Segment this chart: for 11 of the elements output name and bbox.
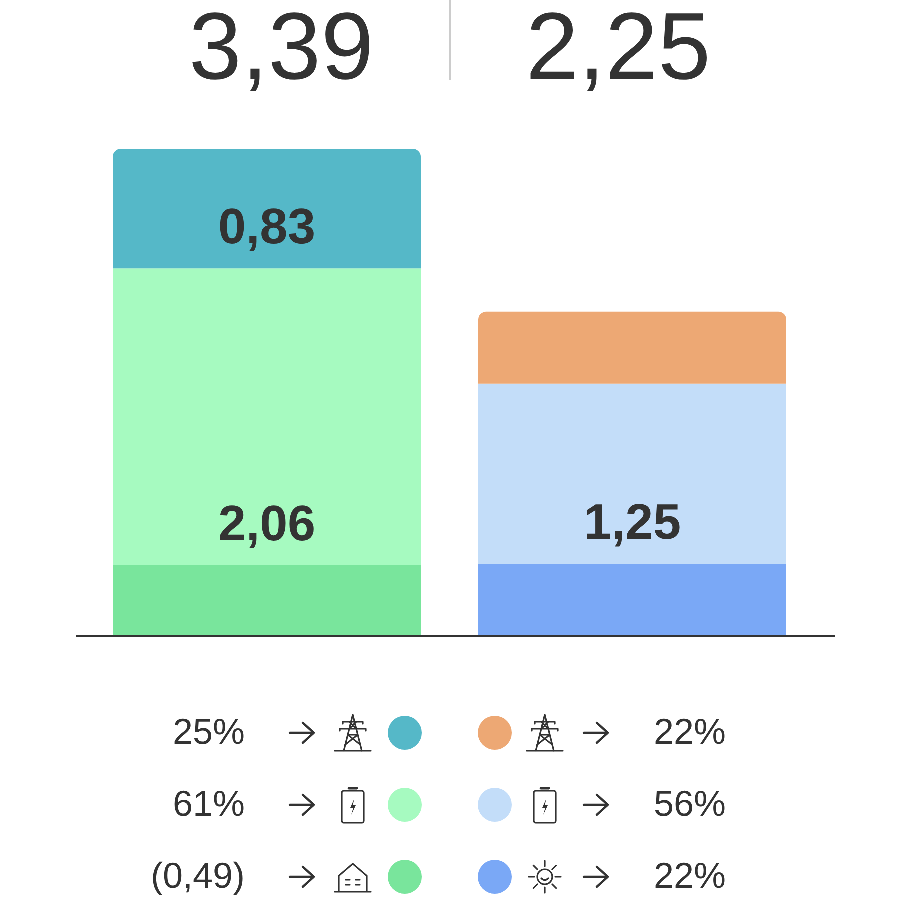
text: 22% (654, 855, 726, 897)
data-label: 1,25 (584, 494, 682, 550)
text: 25% (172, 711, 245, 753)
text: 61% (172, 783, 245, 825)
data-label: 0,83 (218, 198, 316, 255)
text: 22% (654, 711, 726, 753)
text: 56% (654, 783, 726, 825)
total-label: 3,39 (188, 0, 375, 100)
text: (0,49) (150, 855, 245, 897)
data-label: 2,06 (218, 495, 316, 552)
total-label: 2,25 (525, 0, 712, 100)
